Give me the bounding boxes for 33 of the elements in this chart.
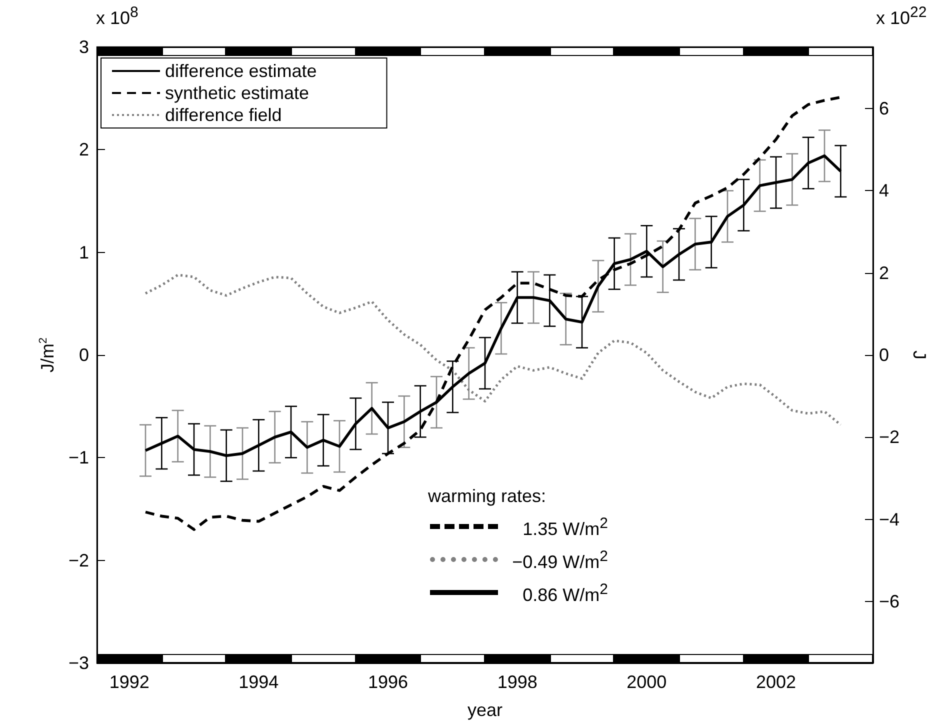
y2-tick-label: −4 bbox=[879, 509, 900, 530]
text: x 10$^{22}$ bbox=[876, 4, 927, 29]
legend-label: difference estimate bbox=[165, 61, 317, 81]
y2-tick-label: 6 bbox=[879, 98, 890, 119]
annotation: −0.49 W/m$^{2}$ bbox=[511, 547, 608, 574]
y-tick-label: 2 bbox=[78, 140, 89, 160]
x-tick-label: 1994 bbox=[238, 672, 279, 692]
y2-tick-label: 2 bbox=[879, 262, 890, 283]
y2-tick-label: 4 bbox=[879, 180, 890, 201]
y2-tick-label: −6 bbox=[879, 591, 900, 612]
y2-axis-title: J bbox=[909, 350, 930, 360]
x-tick-label: 1998 bbox=[497, 672, 538, 692]
y-tick-label: −2 bbox=[68, 550, 89, 570]
y2-tick-label: 0 bbox=[879, 345, 890, 365]
y-tick-label: −1 bbox=[68, 448, 89, 468]
y-tick-label: −3 bbox=[68, 653, 89, 673]
x-tick-label: 1996 bbox=[368, 672, 408, 692]
x-axis-title: year bbox=[467, 700, 503, 720]
annotation: warming rates: bbox=[428, 485, 548, 508]
y2-tick-label: −2 bbox=[879, 427, 900, 448]
text: x 10$^{8}$ bbox=[96, 4, 138, 29]
annotation: 0.86 W/m$^{2}$ bbox=[522, 580, 608, 607]
y-axis-title: J/m2 bbox=[38, 337, 58, 373]
x-tick-label: 2002 bbox=[756, 672, 796, 692]
legend-label: difference field bbox=[165, 105, 282, 125]
line-series bbox=[144, 274, 842, 426]
y-tick-label: 0 bbox=[78, 345, 89, 365]
y-tick-label: 3 bbox=[78, 37, 89, 57]
x-tick-label: 1992 bbox=[109, 672, 150, 692]
y-tick-label: 1 bbox=[78, 242, 89, 262]
x-tick-label: 2000 bbox=[626, 672, 667, 692]
annotation: 1.35 W/m$^{2}$ bbox=[522, 514, 608, 541]
legend-label: synthetic estimate bbox=[165, 83, 310, 103]
